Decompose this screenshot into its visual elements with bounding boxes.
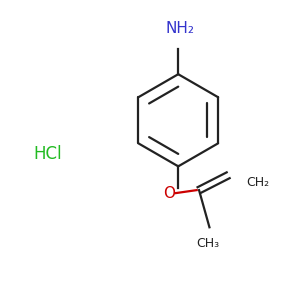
- Text: O: O: [163, 186, 175, 201]
- Text: CH₃: CH₃: [196, 237, 220, 250]
- Text: NH₂: NH₂: [165, 21, 194, 36]
- Text: HCl: HCl: [33, 146, 62, 164]
- Text: CH₂: CH₂: [247, 176, 270, 189]
